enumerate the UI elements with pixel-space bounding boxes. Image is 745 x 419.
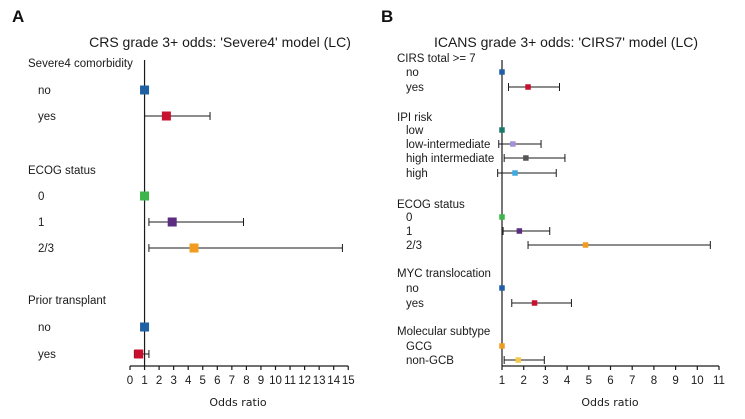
panel-a-x-tick-label: 4 <box>185 375 192 387</box>
panel-b-level-label: low-intermediate <box>406 139 490 151</box>
panel-a-odds-ratio-marker <box>167 217 177 227</box>
panel-a-level-label: 1 <box>38 217 44 229</box>
panel-a-x-tick-label: 0 <box>127 375 133 387</box>
panel-b-level-label: high <box>406 168 428 180</box>
panel-a-x-tick-label: 10 <box>269 375 282 387</box>
panel-a-group-label: Prior transplant <box>28 295 107 307</box>
panel-b-odds-ratio-marker <box>499 214 505 220</box>
panel-b-odds-ratio-marker <box>499 343 505 349</box>
panel-a-level-label: 2/3 <box>38 243 54 255</box>
panel-a-odds-ratio-marker <box>140 85 150 95</box>
panel-b-group-label: MYC translocation <box>397 268 491 280</box>
panel-b-odds-ratio-marker <box>523 155 529 161</box>
panel-b-title: ICANS grade 3+ odds: 'CIRS7' model (LC) <box>434 34 698 50</box>
panel-b-x-axis-label: Odds ratio <box>581 396 638 409</box>
panel-a-title: CRS grade 3+ odds: 'Severe4' model (LC) <box>89 34 351 50</box>
panel-b-odds-ratio-marker <box>516 228 523 234</box>
panel-b-level-label: 0 <box>406 212 412 224</box>
panel-b-x-tick-label: 8 <box>651 375 657 387</box>
panel-b-level-label: high intermediate <box>406 153 494 165</box>
panel-b-x-tick-label: 4 <box>564 375 571 387</box>
panel-b-odds-ratio-marker <box>499 69 505 75</box>
panel-b-level-label: yes <box>406 82 424 94</box>
panel-b-group-label: IPI risk <box>397 112 432 124</box>
panel-b-group-label: ECOG status <box>397 199 465 211</box>
panel-b-level-label: yes <box>406 298 424 310</box>
panel-a-x-tick-label: 9 <box>258 375 264 387</box>
panel-b-odds-ratio-marker <box>510 141 516 147</box>
panel-a-level-label: yes <box>38 111 56 123</box>
panel-b-x-tick-label: 3 <box>542 375 548 387</box>
panel-a-odds-ratio-marker <box>189 243 199 253</box>
panel-b-x-tick-label: 9 <box>672 375 678 387</box>
panel-a-x-tick-label: 11 <box>284 375 296 387</box>
panel-b-level-label: no <box>406 67 419 79</box>
panel-a-group-label: Severe4 comorbidity <box>28 58 133 70</box>
panel-a-level-label: no <box>38 322 51 334</box>
panel-b-odds-ratio-marker <box>582 242 589 248</box>
panel-b-x-tick-label: 1 <box>499 375 505 387</box>
panel-a-odds-ratio-marker <box>140 191 150 201</box>
panel-b-x-tick-label: 7 <box>629 375 635 387</box>
panel-b-odds-ratio-marker <box>499 127 505 133</box>
panel-b-level-label: non-GCB <box>406 355 454 367</box>
panel-b-odds-ratio-marker <box>515 357 522 363</box>
panel-a-group-label: ECOG status <box>28 165 96 177</box>
panel-a-x-tick-label: 6 <box>214 375 220 387</box>
panel-a: A CRS grade 3+ odds: 'Severe4' model (LC… <box>12 7 355 409</box>
panel-a-x-tick-label: 2 <box>156 375 162 387</box>
panel-a-odds-ratio-marker <box>140 322 150 332</box>
panel-b-x-tick-label: 5 <box>586 375 592 387</box>
panel-b-group-label: CIRS total >= 7 <box>397 53 476 65</box>
panel-a-level-label: no <box>38 85 51 97</box>
panel-a-level-label: 0 <box>38 191 44 203</box>
panel-b-odds-ratio-marker <box>512 170 518 176</box>
panel-a-x-tick-label: 15 <box>342 375 355 387</box>
panel-b-x-tick-label: 11 <box>713 375 725 387</box>
panel-a-x-tick-label: 5 <box>200 375 206 387</box>
panel-b-odds-ratio-marker <box>531 300 538 306</box>
panel-b-level-label: 1 <box>406 226 412 238</box>
panel-a-x-tick-label: 13 <box>313 375 326 387</box>
panel-b-label: B <box>381 7 393 26</box>
panel-b-level-label: no <box>406 283 419 295</box>
panel-a-level-label: yes <box>38 349 56 361</box>
panel-a-x-tick-label: 14 <box>327 375 340 387</box>
panel-a-x-axis-label: Odds ratio <box>209 396 266 409</box>
panel-a-odds-ratio-marker <box>161 111 171 121</box>
panel-b-x-tick-label: 10 <box>691 375 704 387</box>
panel-b-group-label: Molecular subtype <box>397 326 490 338</box>
panel-b-odds-ratio-marker <box>499 285 505 291</box>
panel-a-label: A <box>12 7 24 26</box>
panel-a-x-tick-label: 3 <box>170 375 176 387</box>
panel-b-level-label: low <box>406 125 424 137</box>
panel-b-odds-ratio-marker <box>525 84 531 90</box>
panel-b: B ICANS grade 3+ odds: 'CIRS7' model (LC… <box>381 7 725 409</box>
panel-b-level-label: 2/3 <box>406 240 422 252</box>
panel-a-x-tick-label: 8 <box>243 375 249 387</box>
panel-a-odds-ratio-marker <box>134 349 144 359</box>
panel-a-x-tick-label: 1 <box>141 375 147 387</box>
panel-b-x-tick-label: 6 <box>607 375 613 387</box>
panel-a-x-tick-label: 12 <box>298 375 311 387</box>
panel-b-x-tick-label: 2 <box>520 375 526 387</box>
panel-b-level-label: GCG <box>406 341 432 353</box>
panel-a-x-tick-label: 7 <box>229 375 235 387</box>
